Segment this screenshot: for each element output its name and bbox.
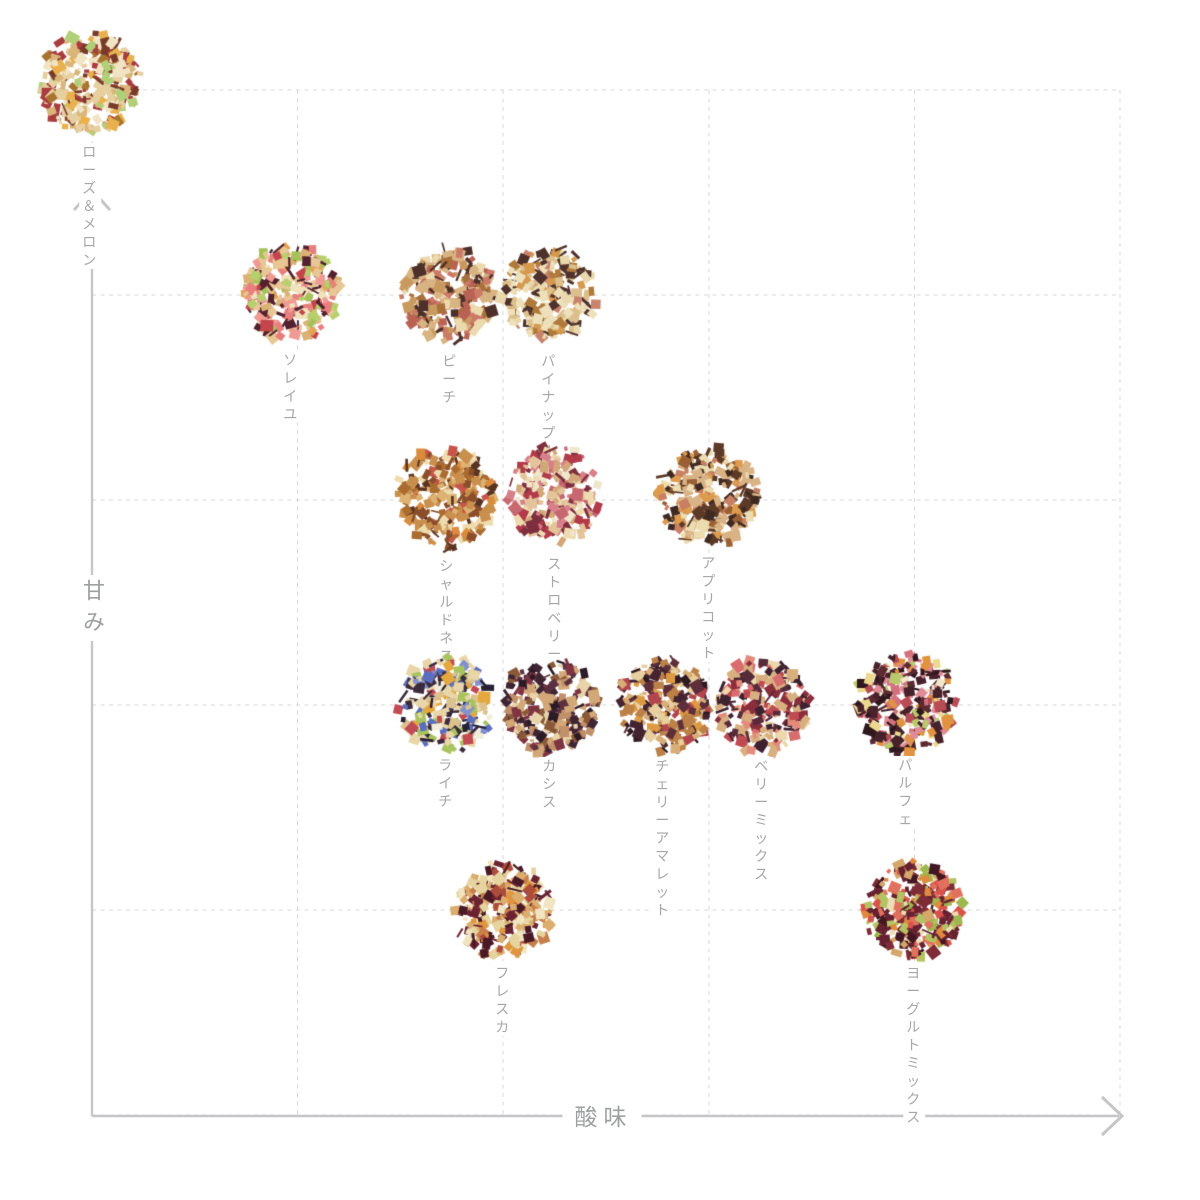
blend-label-fresca: フレスカ xyxy=(492,964,514,1036)
blend-photo-yogurt-mix xyxy=(858,854,970,966)
blend-photo-chardonnay-sweet xyxy=(390,440,504,554)
blend-photo-apricot xyxy=(653,441,765,553)
blend-label-lychee: ライチ xyxy=(435,756,457,810)
blend-label-parfait: パルフェ xyxy=(895,756,917,828)
blend-label-apricot: アプリコット xyxy=(698,554,720,662)
blend-photo-peach xyxy=(396,241,504,349)
blend-label-peach: ピーチ xyxy=(439,352,461,406)
blend-label-rose-melon: ローズ＆メロン xyxy=(79,143,101,269)
blend-label-berry-mix: ベリー ミックス xyxy=(751,757,773,883)
blend-label-cherry-amaretto: チェリー アマレット xyxy=(652,757,674,919)
blend-photo-soleil xyxy=(236,238,346,348)
blend-label-yogurt-mix: ヨーグルトミックス xyxy=(903,964,925,1126)
blend-label-soleil: ソレイユ xyxy=(280,351,302,423)
blend-photo-rose-melon xyxy=(33,26,147,140)
blend-label-strawberry: ストロベリー xyxy=(544,555,566,663)
x-axis-label-acidity: 酸味 xyxy=(562,1104,642,1130)
blend-photo-parfait xyxy=(849,646,963,760)
blend-photo-cassis xyxy=(496,652,604,760)
blend-photo-fresca xyxy=(447,855,559,967)
y-axis-label-sweetness: 甘み xyxy=(80,575,105,641)
blend-photo-strawberry xyxy=(501,440,609,548)
x-axis-arrowhead-icon xyxy=(1100,1095,1125,1137)
blend-photo-pineapple xyxy=(495,239,603,347)
blend-label-pineapple: パイナップル xyxy=(538,352,560,460)
blend-photo-cherry-amaretto xyxy=(609,652,717,760)
blend-label-cassis: カシス xyxy=(539,757,561,811)
blend-photo-lychee xyxy=(391,651,501,761)
blend-photo-berry-mix xyxy=(708,652,816,760)
